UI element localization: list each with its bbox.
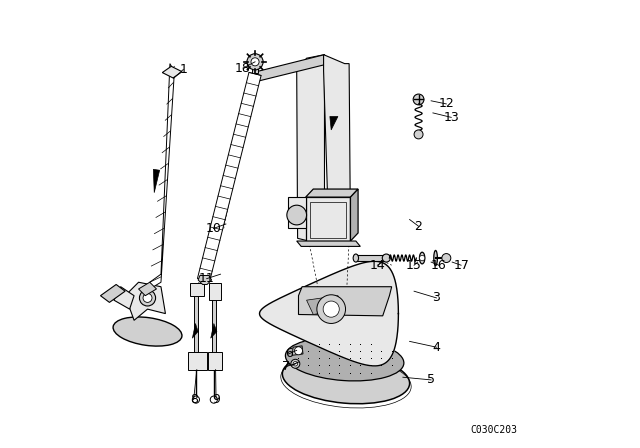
Circle shape <box>140 290 156 306</box>
Polygon shape <box>356 255 387 261</box>
Text: 11: 11 <box>199 272 214 285</box>
Polygon shape <box>154 169 159 193</box>
Circle shape <box>419 255 425 261</box>
Polygon shape <box>208 352 222 370</box>
Circle shape <box>287 205 307 225</box>
Polygon shape <box>100 284 125 302</box>
Text: 1: 1 <box>179 63 188 76</box>
Circle shape <box>294 347 303 355</box>
Circle shape <box>143 293 152 302</box>
Polygon shape <box>297 241 360 246</box>
Ellipse shape <box>353 254 358 262</box>
Polygon shape <box>194 283 198 370</box>
Polygon shape <box>211 323 217 338</box>
Text: 16: 16 <box>431 258 447 272</box>
Text: 9: 9 <box>212 393 220 406</box>
Polygon shape <box>330 116 338 130</box>
Text: 13: 13 <box>444 111 459 124</box>
Polygon shape <box>139 282 157 296</box>
Text: 3: 3 <box>433 291 440 305</box>
Polygon shape <box>163 66 182 78</box>
Ellipse shape <box>382 254 390 262</box>
Polygon shape <box>324 55 351 241</box>
Ellipse shape <box>282 353 410 404</box>
Polygon shape <box>212 283 216 370</box>
Polygon shape <box>257 55 324 82</box>
Polygon shape <box>190 283 204 296</box>
Polygon shape <box>298 287 392 316</box>
Text: 6: 6 <box>285 347 292 361</box>
Circle shape <box>247 54 263 70</box>
Text: 10: 10 <box>205 222 221 235</box>
Polygon shape <box>260 261 398 366</box>
Polygon shape <box>297 55 324 241</box>
Circle shape <box>442 254 451 263</box>
Text: 12: 12 <box>438 97 454 111</box>
Text: 2: 2 <box>415 220 422 233</box>
Text: 8: 8 <box>189 393 198 406</box>
Polygon shape <box>209 283 221 300</box>
Polygon shape <box>307 296 345 314</box>
Text: 14: 14 <box>369 258 385 272</box>
Text: 15: 15 <box>406 258 422 272</box>
Polygon shape <box>198 276 212 284</box>
Circle shape <box>210 396 218 403</box>
Text: 18: 18 <box>235 61 251 75</box>
Text: 4: 4 <box>433 340 440 354</box>
Polygon shape <box>351 189 358 241</box>
Polygon shape <box>125 282 165 320</box>
Ellipse shape <box>113 317 182 346</box>
Circle shape <box>293 362 298 366</box>
Polygon shape <box>306 197 351 241</box>
Circle shape <box>291 359 300 368</box>
Circle shape <box>251 58 259 66</box>
Polygon shape <box>188 352 207 370</box>
Polygon shape <box>288 197 306 228</box>
Polygon shape <box>114 287 134 309</box>
Polygon shape <box>197 73 261 281</box>
Polygon shape <box>150 64 174 289</box>
Polygon shape <box>306 189 358 197</box>
Polygon shape <box>192 323 198 338</box>
Ellipse shape <box>434 250 437 266</box>
Polygon shape <box>292 346 303 355</box>
Polygon shape <box>252 68 258 73</box>
Circle shape <box>323 301 339 317</box>
Circle shape <box>413 94 424 105</box>
Text: C030C203: C030C203 <box>470 425 517 435</box>
Circle shape <box>192 396 200 403</box>
Ellipse shape <box>419 252 425 264</box>
Text: 7: 7 <box>282 360 291 373</box>
Circle shape <box>317 295 346 323</box>
Text: 17: 17 <box>453 258 469 272</box>
Circle shape <box>414 130 423 139</box>
Ellipse shape <box>285 338 404 381</box>
Text: 5: 5 <box>427 373 435 387</box>
